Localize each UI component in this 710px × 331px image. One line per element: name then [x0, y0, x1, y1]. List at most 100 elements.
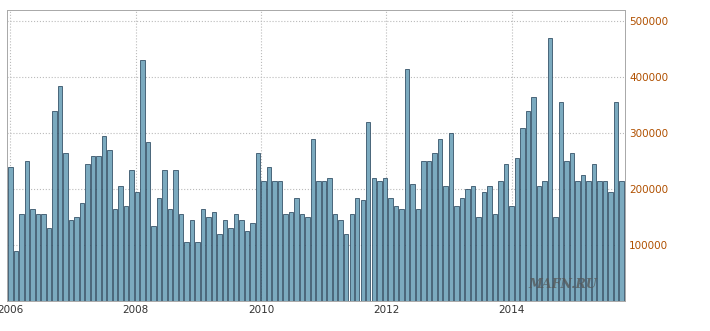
Bar — [168, 209, 173, 301]
Bar — [388, 198, 393, 301]
Bar — [8, 167, 13, 301]
Bar — [135, 192, 139, 301]
Bar — [443, 186, 447, 301]
Text: MAFN.RU: MAFN.RU — [528, 278, 597, 291]
Bar — [113, 209, 117, 301]
Bar — [377, 181, 381, 301]
Bar — [349, 214, 354, 301]
Bar — [317, 181, 321, 301]
Bar — [465, 189, 469, 301]
Bar — [542, 181, 547, 301]
Bar — [454, 206, 459, 301]
Bar — [278, 181, 283, 301]
Bar — [509, 206, 513, 301]
Bar — [547, 38, 552, 301]
Bar — [283, 214, 288, 301]
Bar — [569, 153, 574, 301]
Bar — [289, 212, 293, 301]
Bar — [515, 158, 519, 301]
Bar — [295, 198, 299, 301]
Bar — [119, 186, 123, 301]
Bar — [234, 214, 239, 301]
Bar — [217, 234, 222, 301]
Bar — [239, 220, 244, 301]
Bar — [581, 175, 585, 301]
Bar — [261, 181, 266, 301]
Bar — [383, 178, 387, 301]
Bar — [207, 217, 211, 301]
Bar — [586, 181, 591, 301]
Bar — [190, 220, 195, 301]
Bar — [185, 242, 189, 301]
Bar — [344, 234, 349, 301]
Bar — [256, 153, 261, 301]
Bar — [597, 181, 602, 301]
Bar — [415, 209, 420, 301]
Bar — [525, 111, 530, 301]
Bar — [251, 223, 255, 301]
Bar — [97, 156, 101, 301]
Bar — [52, 111, 57, 301]
Bar — [459, 198, 464, 301]
Bar — [432, 153, 437, 301]
Bar — [300, 214, 305, 301]
Bar — [311, 139, 315, 301]
Bar — [559, 102, 563, 301]
Bar — [553, 217, 557, 301]
Bar — [173, 169, 178, 301]
Bar — [427, 161, 431, 301]
Bar — [619, 181, 624, 301]
Bar — [91, 156, 95, 301]
Bar — [41, 214, 45, 301]
Bar — [36, 214, 40, 301]
Bar — [520, 127, 525, 301]
Bar — [124, 206, 129, 301]
Bar — [531, 97, 535, 301]
Bar — [361, 200, 365, 301]
Bar — [333, 214, 337, 301]
Bar — [212, 212, 217, 301]
Bar — [493, 214, 497, 301]
Bar — [75, 217, 79, 301]
Bar — [603, 181, 607, 301]
Bar — [157, 198, 161, 301]
Bar — [608, 192, 613, 301]
Bar — [399, 209, 403, 301]
Bar — [58, 85, 62, 301]
Bar — [201, 209, 205, 301]
Bar — [305, 217, 310, 301]
Bar — [267, 167, 271, 301]
Bar — [405, 69, 409, 301]
Bar — [503, 164, 508, 301]
Bar — [476, 217, 481, 301]
Bar — [487, 186, 491, 301]
Bar — [80, 203, 84, 301]
Bar — [273, 181, 277, 301]
Bar — [229, 228, 233, 301]
Bar — [591, 164, 596, 301]
Bar — [371, 178, 376, 301]
Bar — [393, 206, 398, 301]
Bar — [25, 161, 29, 301]
Bar — [613, 102, 618, 301]
Bar — [85, 164, 89, 301]
Bar — [437, 139, 442, 301]
Bar — [107, 150, 111, 301]
Bar — [245, 231, 249, 301]
Bar — [366, 122, 371, 301]
Bar — [146, 142, 151, 301]
Bar — [179, 214, 183, 301]
Bar — [575, 181, 580, 301]
Bar — [129, 169, 133, 301]
Bar — [564, 161, 569, 301]
Bar — [471, 186, 475, 301]
Bar — [141, 60, 145, 301]
Bar — [19, 214, 23, 301]
Bar — [223, 220, 227, 301]
Bar — [481, 192, 486, 301]
Bar — [498, 181, 503, 301]
Bar — [327, 178, 332, 301]
Bar — [355, 198, 359, 301]
Bar — [63, 153, 67, 301]
Bar — [322, 181, 327, 301]
